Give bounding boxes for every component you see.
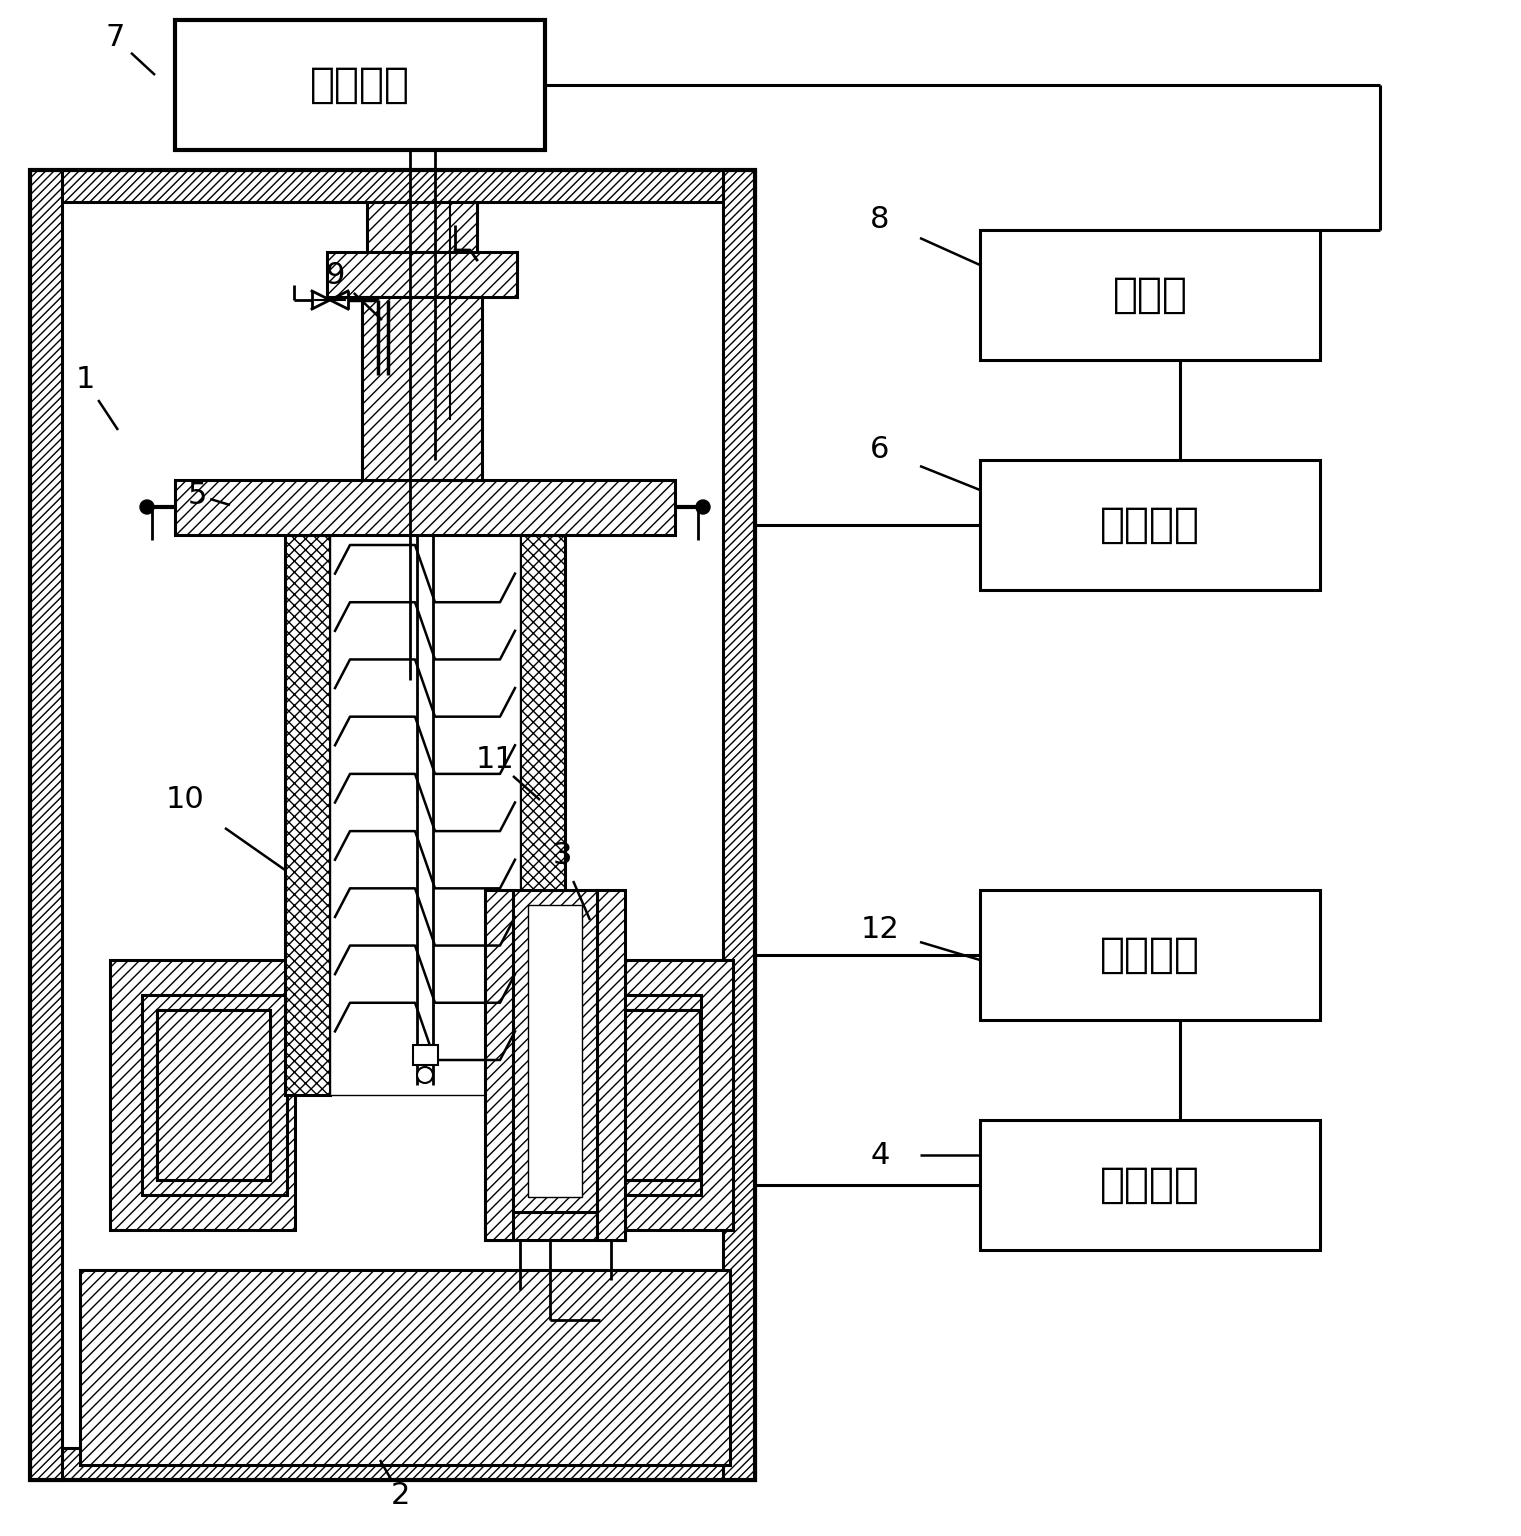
Text: 11: 11	[476, 745, 514, 774]
Bar	[513, 889, 598, 1212]
Text: 分析天平: 分析天平	[310, 65, 411, 106]
Text: 3: 3	[552, 840, 572, 869]
Bar	[30, 170, 754, 1481]
Bar	[485, 1212, 625, 1240]
Bar	[157, 1011, 271, 1180]
Text: 6: 6	[870, 436, 890, 464]
Text: 12: 12	[861, 915, 899, 945]
Bar	[157, 1011, 271, 1180]
Text: 9: 9	[325, 261, 345, 289]
Bar	[284, 535, 330, 1095]
Text: 1: 1	[76, 366, 94, 395]
Text: 2: 2	[391, 1481, 409, 1510]
Bar	[327, 252, 517, 296]
Text: 恒流电源: 恒流电源	[1100, 1164, 1200, 1206]
Bar	[485, 889, 513, 1240]
Text: 8: 8	[870, 206, 890, 235]
Circle shape	[140, 501, 154, 515]
Bar	[175, 479, 675, 535]
Text: 7: 7	[105, 23, 125, 52]
Bar	[520, 535, 564, 1095]
Text: 温控单元: 温控单元	[1100, 504, 1200, 545]
Bar	[362, 296, 482, 479]
Bar	[722, 170, 754, 1481]
Bar	[330, 535, 520, 1095]
Bar	[557, 995, 701, 1195]
Bar	[367, 203, 478, 252]
Bar	[598, 889, 625, 1240]
Bar	[81, 1270, 730, 1465]
Bar	[141, 995, 287, 1195]
Text: 5: 5	[187, 481, 207, 510]
Bar	[570, 1011, 700, 1180]
Text: 10: 10	[166, 785, 204, 814]
Text: 4: 4	[870, 1141, 890, 1169]
Text: 计算机: 计算机	[1112, 273, 1188, 316]
Bar	[110, 960, 295, 1230]
Bar	[548, 960, 733, 1230]
Bar	[414, 1044, 438, 1064]
Bar	[570, 1011, 700, 1180]
Bar	[980, 1120, 1320, 1250]
Bar	[980, 889, 1320, 1020]
Bar	[980, 230, 1320, 359]
Bar	[175, 20, 545, 151]
Circle shape	[417, 1068, 433, 1083]
Bar	[980, 459, 1320, 590]
Bar	[30, 170, 62, 1481]
Bar	[30, 170, 754, 203]
Text: 水冷装置: 水冷装置	[1100, 934, 1200, 975]
Bar	[528, 905, 583, 1197]
Bar	[157, 1011, 271, 1180]
Bar	[30, 1448, 754, 1481]
Circle shape	[697, 501, 710, 515]
